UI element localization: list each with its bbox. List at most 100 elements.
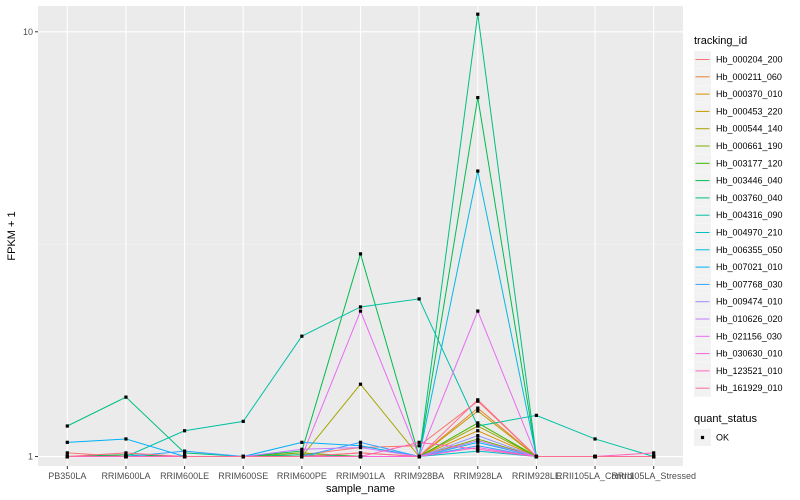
legend-label: Hb_007768_030 (716, 279, 783, 289)
legend-label: Hb_004316_090 (716, 210, 783, 220)
data-point (182, 429, 187, 433)
data-point (534, 413, 539, 417)
legend-label: Hb_021156_030 (716, 331, 782, 341)
data-point (593, 437, 597, 441)
x-tick-label: RRIM600SE (218, 471, 268, 481)
plot-area (38, 6, 683, 466)
legend-label: Hb_004970_210 (716, 228, 783, 238)
x-tick-label: RRIM600LE (160, 471, 209, 481)
data-point (65, 440, 69, 444)
legend-label: OK (716, 433, 729, 443)
data-point (476, 309, 480, 313)
legend-label: Hb_000370_010 (716, 89, 783, 99)
x-tick-label: RRIM928LA (453, 471, 502, 481)
data-point (476, 447, 480, 451)
legend-label: Hb_000204_200 (716, 55, 783, 65)
data-point (476, 398, 480, 402)
data-point (476, 445, 480, 450)
data-point (241, 419, 245, 423)
data-point (358, 451, 363, 455)
legend-label: Hb_003446_040 (716, 176, 783, 186)
data-point (476, 437, 480, 441)
y-tick-label: 1 (28, 452, 33, 462)
x-axis-title: sample_name (326, 483, 395, 495)
data-point (300, 334, 304, 338)
data-point (476, 440, 480, 444)
data-point (476, 12, 480, 16)
legend-label: Hb_010626_020 (716, 314, 783, 324)
data-point (476, 406, 480, 410)
x-tick-label: RRIM901LA (336, 471, 385, 481)
data-point (124, 451, 128, 455)
x-tick-label: RRIM600LA (101, 471, 150, 481)
data-point (358, 382, 363, 386)
data-point (476, 429, 480, 433)
legend-label: Hb_003760_040 (716, 193, 783, 203)
data-point (476, 434, 480, 438)
data-point (300, 440, 304, 444)
legend-title-quant-status: quant_status (694, 413, 757, 425)
legend-label: Hb_009474_010 (716, 297, 783, 307)
legend-title-tracking-id: tracking_id (694, 35, 747, 47)
x-tick-label: RRII105LA_Control (556, 471, 634, 481)
x-tick-label: PB350LA (48, 471, 86, 481)
data-point (417, 440, 421, 444)
data-point (182, 449, 187, 453)
data-point (476, 439, 480, 443)
legend-label: Hb_000544_140 (716, 124, 783, 134)
data-point (476, 449, 480, 453)
data-point (358, 454, 363, 459)
data-point (593, 454, 597, 459)
data-point (358, 444, 363, 448)
data-point (182, 451, 187, 455)
data-point (300, 451, 304, 455)
x-tick-label: RRIM600PE (277, 471, 327, 481)
data-point (124, 437, 128, 441)
data-point (476, 424, 480, 428)
data-point (300, 453, 304, 457)
data-point (65, 451, 69, 455)
data-point (652, 451, 656, 455)
data-point (652, 454, 656, 459)
data-point (124, 454, 128, 459)
legend-label: Hb_000211_060 (716, 72, 782, 82)
data-point (358, 309, 363, 313)
axes: 1 10 PB350LA RRIM600LA RRIM600LE RRIM600SE RRI… (6, 27, 696, 495)
legend-label: Hb_007021_010 (716, 262, 783, 272)
legend-label: Hb_000661_190 (716, 141, 783, 151)
data-point (300, 449, 304, 453)
legend-label: Hb_000453_220 (716, 106, 783, 116)
data-point (182, 454, 187, 459)
data-point (124, 395, 128, 399)
data-point (358, 440, 363, 444)
data-point (476, 169, 480, 173)
data-point (476, 409, 480, 413)
data-point (417, 444, 421, 448)
data-point (476, 421, 480, 425)
data-point (300, 454, 304, 459)
legend-label: Hb_003177_120 (716, 158, 783, 168)
data-point (534, 454, 539, 459)
data-point (476, 444, 480, 448)
y-axis-title: FPKM + 1 (6, 211, 18, 260)
legend-label: Hb_006355_050 (716, 245, 783, 255)
x-tick-label: RRIM928LE (512, 471, 561, 481)
y-tick-label: 10 (23, 27, 33, 37)
legend-label: Hb_123521_010 (716, 366, 783, 376)
data-point (65, 454, 69, 459)
data-point (358, 252, 363, 256)
data-point (241, 454, 245, 459)
legend-label: Hb_030630_010 (716, 349, 783, 359)
data-point (358, 445, 363, 450)
data-point (300, 447, 304, 451)
x-tick-label: RRII105LA_Stressed (611, 471, 696, 481)
data-point (417, 454, 421, 459)
data-point (476, 95, 480, 100)
legend-label: Hb_161929_010 (716, 383, 783, 393)
data-point (358, 305, 363, 309)
legend-key-point (700, 435, 705, 440)
data-point (65, 424, 69, 428)
x-tick-label: RRIM928BA (394, 471, 444, 481)
